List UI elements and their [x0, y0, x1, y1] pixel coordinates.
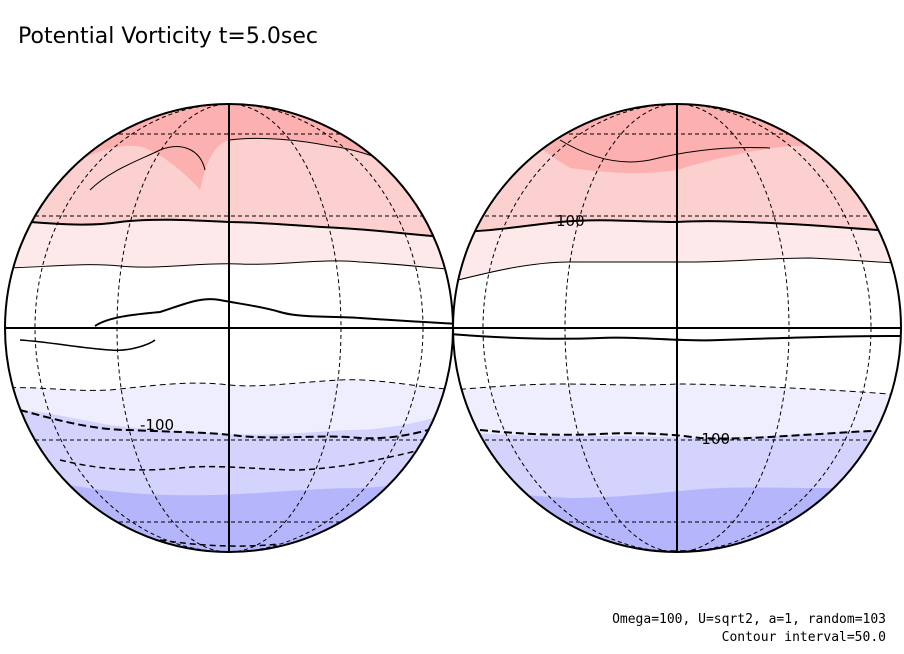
contour-zero [94, 298, 453, 327]
footer-params: Omega=100, U=sqrt2, a=1, random=103 [612, 612, 886, 627]
contour-dashed-1 [453, 383, 901, 397]
contour-dashed-2 [19, 409, 453, 440]
contour-dashed-2 [479, 429, 901, 440]
contour-thin [453, 257, 901, 283]
contour-zero [453, 333, 901, 342]
plot-title: Potential Vorticity t=5.0sec [18, 24, 318, 49]
contour-label-left-neg: -100 [140, 416, 174, 434]
contour-dashed-1 [5, 379, 453, 391]
contour-thin [5, 260, 453, 271]
contour-highlat [559, 139, 771, 163]
globe-right-outline [452, 103, 902, 553]
contour-label-right-pos: 100 [556, 212, 585, 230]
contour-dashed-4 [159, 539, 281, 547]
footer-contour-interval: Contour interval=50.0 [721, 630, 886, 645]
contour-dashed-3 [59, 449, 421, 471]
contour-label-right-neg: -100 [696, 430, 730, 448]
globe-right: 100 -100 [452, 103, 902, 553]
contour-zero-south [19, 339, 156, 352]
globe-left: -100 [4, 103, 454, 553]
